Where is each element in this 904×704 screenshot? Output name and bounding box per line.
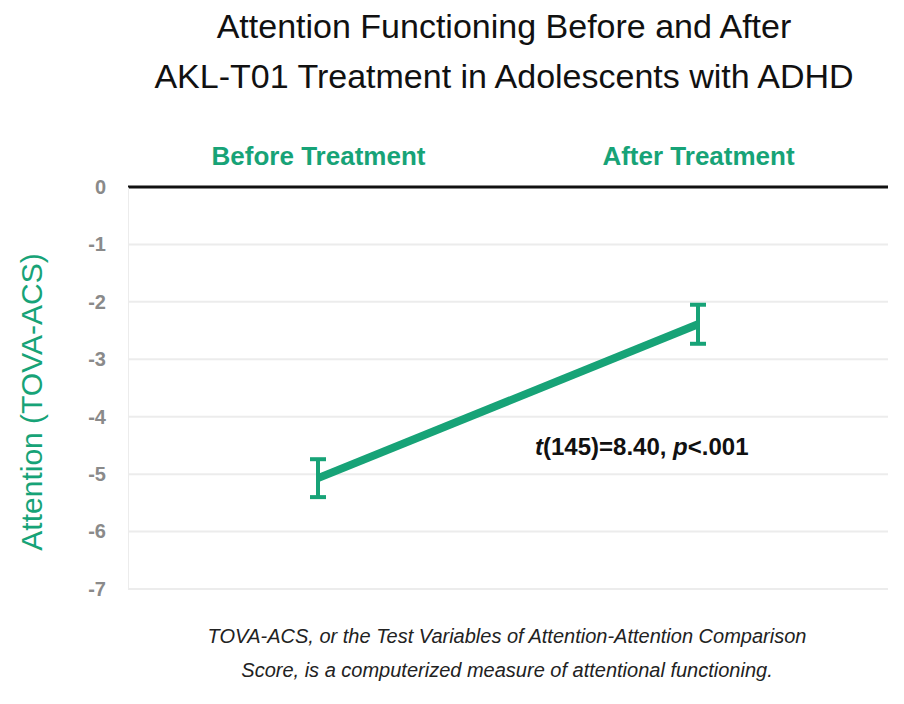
error-bar-stem xyxy=(696,305,700,344)
y-axis-line xyxy=(128,188,129,590)
footnote: TOVA-ACS, or the Test Variables of Atten… xyxy=(208,625,807,681)
y-tick-label: -7 xyxy=(88,578,106,600)
y-tick-label: -3 xyxy=(88,348,106,370)
grid-line xyxy=(128,243,888,245)
y-axis: 0 -1 -2 -3 -4 -5 -6 -7 xyxy=(88,176,128,600)
x-tick: Before Treatment xyxy=(212,141,426,187)
grid xyxy=(128,187,888,589)
annotation: t(145)=8.40, p<.001 xyxy=(535,433,749,460)
y-tick: -5 xyxy=(88,463,128,485)
title-line: AKL-T01 Treatment in Adolescents with AD… xyxy=(154,57,853,95)
y-tick-label: -4 xyxy=(88,406,107,428)
annotation-part: <.001 xyxy=(688,433,749,460)
y-tick-label: -5 xyxy=(88,463,106,485)
y-tick-label: -2 xyxy=(88,291,106,313)
y-axis-title: Attention (TOVA-ACS) xyxy=(15,253,48,550)
chart: Attention Functioning Before and After AK… xyxy=(0,0,904,704)
error-bar xyxy=(690,305,706,344)
y-tick: -4 xyxy=(88,406,128,428)
footnote-line: Score, is a computerized measure of atte… xyxy=(241,659,772,681)
title: Attention Functioning Before and After AK… xyxy=(154,7,853,95)
y-tick: -3 xyxy=(88,348,128,370)
grid-line xyxy=(128,588,888,590)
annotation-part: (145)=8.40, xyxy=(543,433,673,460)
data-line xyxy=(318,324,698,478)
y-tick-label: -6 xyxy=(88,520,106,542)
error-bar-stem xyxy=(316,459,320,497)
grid-line xyxy=(128,301,888,303)
x-axis: Before Treatment After Treatment xyxy=(212,141,795,187)
error-bar-cap xyxy=(310,457,326,461)
error-bar-cap xyxy=(310,495,326,499)
grid-line xyxy=(128,473,888,475)
x-tick-label: After Treatment xyxy=(602,141,794,171)
y-tick: -7 xyxy=(88,578,128,600)
y-tick: -2 xyxy=(88,291,128,313)
footnote-line: TOVA-ACS, or the Test Variables of Atten… xyxy=(208,625,807,647)
grid-line xyxy=(128,416,888,418)
error-bar-cap xyxy=(690,342,706,346)
y-tick: 0 xyxy=(95,176,128,198)
error-bar xyxy=(310,459,326,497)
grid-line xyxy=(128,358,888,360)
y-tick-label: 0 xyxy=(95,176,106,198)
zero-line xyxy=(128,186,888,189)
x-tick-label: Before Treatment xyxy=(212,141,426,171)
x-tick: After Treatment xyxy=(602,141,794,187)
error-bar-cap xyxy=(690,303,706,307)
y-tick-label: -1 xyxy=(88,233,106,255)
y-tick: -1 xyxy=(88,233,128,255)
annotation-part: p xyxy=(672,433,688,460)
title-line: Attention Functioning Before and After xyxy=(217,7,792,45)
grid-line xyxy=(128,531,888,533)
y-tick: -6 xyxy=(88,520,128,542)
plot-area xyxy=(310,305,706,497)
